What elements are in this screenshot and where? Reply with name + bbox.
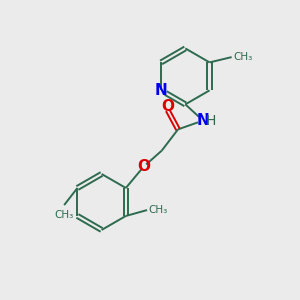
Text: N: N	[155, 83, 167, 98]
Text: CH₃: CH₃	[148, 205, 168, 215]
Text: CH₃: CH₃	[233, 52, 252, 62]
Text: CH₃: CH₃	[55, 210, 74, 220]
Text: H: H	[206, 114, 216, 128]
Text: O: O	[137, 159, 150, 174]
Text: N: N	[196, 113, 209, 128]
Text: O: O	[161, 99, 174, 114]
